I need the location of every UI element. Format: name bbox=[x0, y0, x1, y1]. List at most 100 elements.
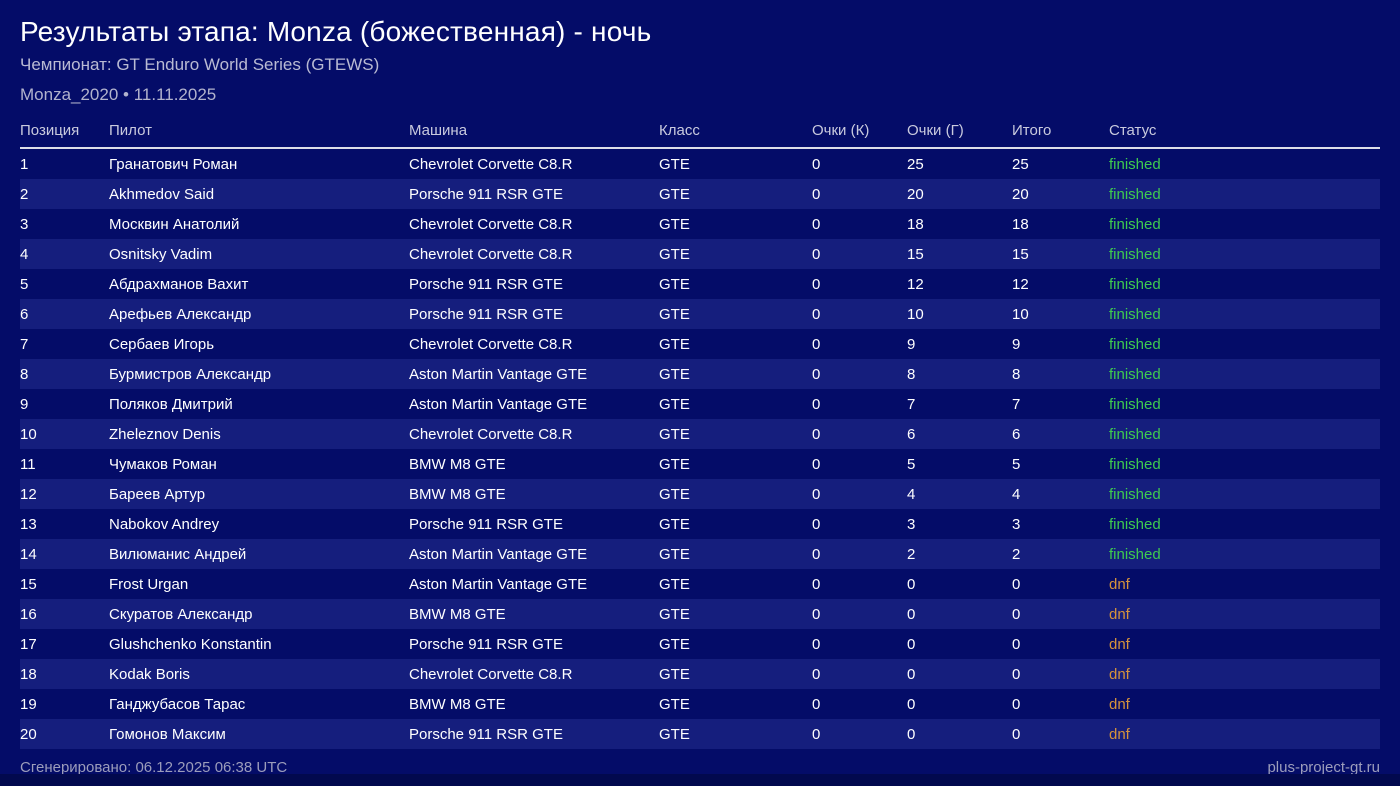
cell-position: 7 bbox=[20, 335, 29, 353]
cell-position: 3 bbox=[20, 215, 29, 233]
cell-class: GTE bbox=[659, 635, 690, 653]
results-table: Позиция Пилот Машина Класс Очки (К) Очки… bbox=[20, 117, 1380, 749]
cell-points-k: 0 bbox=[812, 635, 821, 653]
table-row: 6 Арефьев Александр Porsche 911 RSR GTE … bbox=[20, 299, 1380, 329]
cell-points-k: 0 bbox=[812, 245, 821, 263]
page-title: Результаты этапа: Monza (божественная) -… bbox=[20, 16, 652, 47]
cell-pilot: Kodak Boris bbox=[109, 665, 190, 683]
table-row: 11 Чумаков Роман BMW M8 GTE GTE 0 5 5 fi… bbox=[20, 449, 1380, 479]
cell-position: 8 bbox=[20, 365, 29, 383]
cell-points-g: 3 bbox=[907, 515, 916, 533]
cell-points-k: 0 bbox=[812, 725, 821, 743]
cell-total: 7 bbox=[1012, 395, 1021, 413]
cell-points-g: 18 bbox=[907, 215, 924, 233]
cell-position: 16 bbox=[20, 605, 37, 623]
cell-points-k: 0 bbox=[812, 665, 821, 683]
cell-pilot: Арефьев Александр bbox=[109, 305, 252, 323]
cell-position: 13 bbox=[20, 515, 37, 533]
cell-class: GTE bbox=[659, 455, 690, 473]
cell-car: Aston Martin Vantage GTE bbox=[409, 575, 588, 593]
cell-pilot: Абдрахманов Вахит bbox=[109, 275, 249, 293]
cell-points-g: 8 bbox=[907, 365, 916, 383]
cell-points-g: 6 bbox=[907, 425, 916, 443]
cell-position: 15 bbox=[20, 575, 37, 593]
cell-pilot: Nabokov Andrey bbox=[109, 515, 220, 533]
cell-position: 12 bbox=[20, 485, 37, 503]
cell-class: GTE bbox=[659, 245, 690, 263]
cell-status: finished bbox=[1109, 275, 1161, 293]
col-header-pilot: Пилот bbox=[109, 117, 409, 149]
cell-position: 20 bbox=[20, 725, 37, 743]
col-header-total: Итого bbox=[1012, 117, 1109, 149]
cell-pilot: Скуратов Александр bbox=[109, 605, 253, 623]
table-row: 8 Бурмистров Александр Aston Martin Vant… bbox=[20, 359, 1380, 389]
col-header-points-g: Очки (Г) bbox=[907, 117, 1012, 149]
cell-points-k: 0 bbox=[812, 335, 821, 353]
cell-car: BMW M8 GTE bbox=[409, 485, 506, 503]
cell-status: finished bbox=[1109, 485, 1161, 503]
cell-points-k: 0 bbox=[812, 305, 821, 323]
cell-status: dnf bbox=[1109, 575, 1130, 593]
cell-class: GTE bbox=[659, 275, 690, 293]
cell-total: 0 bbox=[1012, 605, 1021, 623]
cell-points-g: 2 bbox=[907, 545, 916, 563]
cell-points-k: 0 bbox=[812, 365, 821, 383]
col-header-class: Класс bbox=[659, 117, 812, 149]
cell-car: Porsche 911 RSR GTE bbox=[409, 305, 563, 323]
cell-total: 20 bbox=[1012, 185, 1029, 203]
table-row: 20 Гомонов Максим Porsche 911 RSR GTE GT… bbox=[20, 719, 1380, 749]
cell-position: 6 bbox=[20, 305, 29, 323]
cell-points-k: 0 bbox=[812, 605, 821, 623]
cell-car: Porsche 911 RSR GTE bbox=[409, 185, 563, 203]
cell-position: 10 bbox=[20, 425, 37, 443]
cell-points-g: 5 bbox=[907, 455, 916, 473]
table-row: 1 Гранатович Роман Chevrolet Corvette C8… bbox=[20, 148, 1380, 179]
cell-pilot: Ганджубасов Тарас bbox=[109, 695, 246, 713]
cell-status: finished bbox=[1109, 155, 1161, 173]
table-row: 14 Вилюманис Андрей Aston Martin Vantage… bbox=[20, 539, 1380, 569]
cell-points-g: 0 bbox=[907, 695, 916, 713]
cell-points-g: 0 bbox=[907, 605, 916, 623]
cell-points-g: 12 bbox=[907, 275, 924, 293]
cell-status: finished bbox=[1109, 545, 1161, 563]
table-row: 15 Frost Urgan Aston Martin Vantage GTE … bbox=[20, 569, 1380, 599]
championship-subtitle: Чемпионат: GT Enduro World Series (GTEWS… bbox=[20, 55, 380, 74]
cell-total: 0 bbox=[1012, 695, 1021, 713]
cell-status: finished bbox=[1109, 515, 1161, 533]
cell-points-k: 0 bbox=[812, 695, 821, 713]
cell-class: GTE bbox=[659, 665, 690, 683]
cell-status: finished bbox=[1109, 305, 1161, 323]
cell-total: 25 bbox=[1012, 155, 1029, 173]
cell-points-k: 0 bbox=[812, 515, 821, 533]
table-row: 16 Скуратов Александр BMW M8 GTE GTE 0 0… bbox=[20, 599, 1380, 629]
cell-pilot: Frost Urgan bbox=[109, 575, 189, 593]
cell-class: GTE bbox=[659, 305, 690, 323]
results-table-header: Позиция Пилот Машина Класс Очки (К) Очки… bbox=[20, 117, 1380, 149]
cell-total: 5 bbox=[1012, 455, 1021, 473]
cell-total: 3 bbox=[1012, 515, 1021, 533]
cell-pilot: Glushchenko Konstantin bbox=[109, 635, 272, 653]
cell-total: 2 bbox=[1012, 545, 1021, 563]
cell-pilot: Чумаков Роман bbox=[109, 455, 217, 473]
cell-pilot: Гомонов Максим bbox=[109, 725, 226, 743]
cell-status: dnf bbox=[1109, 665, 1130, 683]
event-and-date: Monza_2020 • 11.11.2025 bbox=[20, 85, 217, 104]
cell-total: 12 bbox=[1012, 275, 1029, 293]
cell-class: GTE bbox=[659, 695, 690, 713]
bottom-strip bbox=[0, 774, 1400, 786]
table-row: 19 Ганджубасов Тарас BMW M8 GTE GTE 0 0 … bbox=[20, 689, 1380, 719]
table-row: 10 Zheleznov Denis Chevrolet Corvette C8… bbox=[20, 419, 1380, 449]
cell-status: dnf bbox=[1109, 695, 1130, 713]
cell-pilot: Вилюманис Андрей bbox=[109, 545, 247, 563]
cell-car: BMW M8 GTE bbox=[409, 455, 506, 473]
cell-points-k: 0 bbox=[812, 185, 821, 203]
cell-position: 18 bbox=[20, 665, 37, 683]
cell-points-g: 20 bbox=[907, 185, 924, 203]
cell-car: Aston Martin Vantage GTE bbox=[409, 545, 588, 563]
cell-position: 5 bbox=[20, 275, 29, 293]
cell-status: finished bbox=[1109, 335, 1161, 353]
cell-points-g: 0 bbox=[907, 665, 916, 683]
cell-status: dnf bbox=[1109, 725, 1130, 743]
cell-points-k: 0 bbox=[812, 215, 821, 233]
cell-points-g: 9 bbox=[907, 335, 916, 353]
